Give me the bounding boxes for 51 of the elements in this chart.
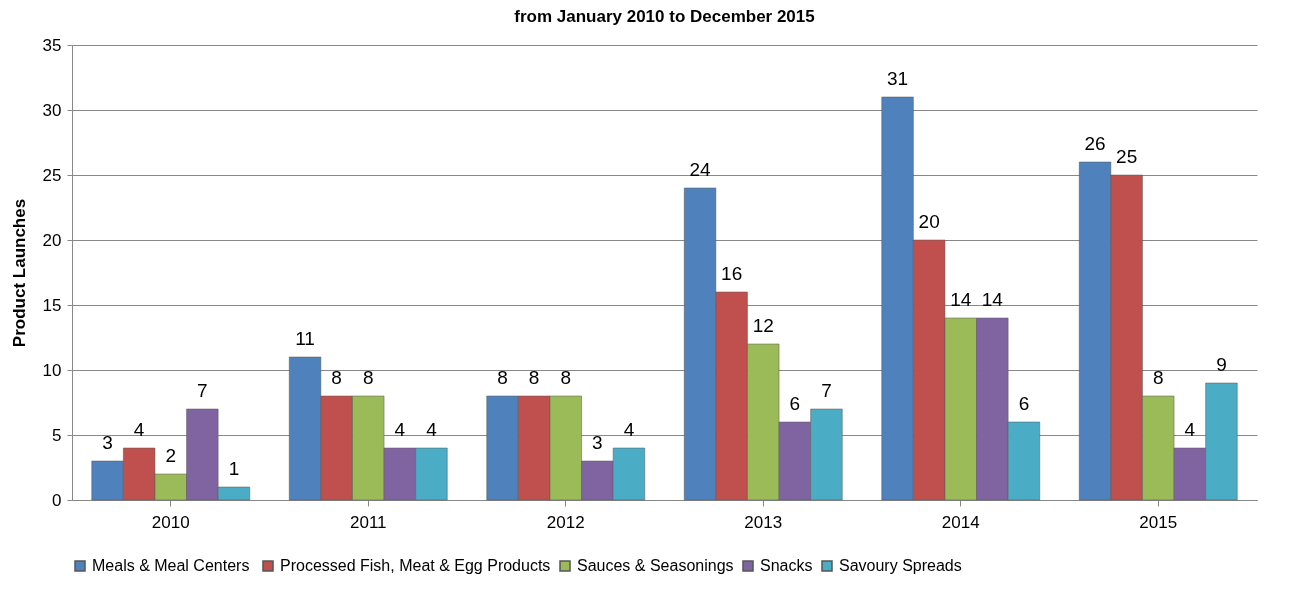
data-label: 4 (394, 419, 406, 440)
data-label: 8 (1152, 367, 1164, 388)
data-label: 9 (1216, 354, 1227, 375)
data-label: 8 (528, 367, 540, 388)
x-tick-label: 2013 (744, 512, 783, 532)
data-label: 1 (228, 458, 240, 479)
y-axis-title: Product Launches (9, 198, 29, 348)
data-label: 25 (1116, 146, 1138, 167)
data-label: 7 (821, 380, 832, 401)
data-label: 8 (362, 367, 374, 388)
data-label: 7 (197, 380, 208, 401)
data-label: 2 (165, 445, 177, 466)
data-label: 24 (689, 159, 712, 180)
data-label: 4 (1184, 419, 1196, 440)
y-tick-label: 10 (42, 360, 62, 380)
data-label: 11 (295, 328, 315, 349)
y-tick-label: 25 (42, 165, 62, 185)
y-tick-label: 30 (42, 100, 62, 120)
x-tick-label: 2014 (941, 512, 980, 532)
x-tick-label: 2015 (1139, 512, 1178, 532)
legend-label: Meals & Meal Centers (92, 557, 250, 574)
data-label: 3 (592, 432, 603, 453)
data-label: 8 (497, 367, 508, 388)
legend-label: Savoury Spreads (839, 557, 962, 574)
data-label: 3 (102, 432, 113, 453)
data-label: 4 (426, 419, 438, 440)
legend-label: Sauces & Seasonings (577, 557, 734, 574)
x-tick-label: 2011 (349, 512, 387, 532)
data-label: 8 (560, 367, 572, 388)
data-label: 20 (918, 211, 940, 232)
data-label: 14 (950, 289, 972, 310)
data-label: 12 (752, 315, 774, 336)
y-tick-label: 5 (52, 425, 62, 445)
y-tick-label: 20 (42, 230, 62, 250)
y-tick-label: 0 (52, 490, 62, 510)
legend-label: Processed Fish, Meat & Egg Products (280, 557, 551, 574)
data-label: 14 (981, 289, 1004, 310)
data-label: 31 (886, 68, 909, 89)
chart-title: from January 2010 to December 2015 (514, 7, 815, 26)
legend-label: Snacks (760, 557, 813, 574)
data-label: 6 (1018, 393, 1030, 414)
data-label: 4 (623, 419, 635, 440)
data-label: 16 (721, 263, 743, 284)
y-tick-label: 15 (42, 295, 62, 315)
data-label: 26 (1084, 133, 1106, 154)
data-label: 4 (133, 419, 145, 440)
x-tick-label: 2010 (151, 512, 190, 532)
data-label: 6 (789, 393, 801, 414)
data-label: 8 (331, 367, 342, 388)
x-tick-label: 2012 (546, 512, 585, 532)
y-tick-label: 35 (42, 35, 62, 55)
